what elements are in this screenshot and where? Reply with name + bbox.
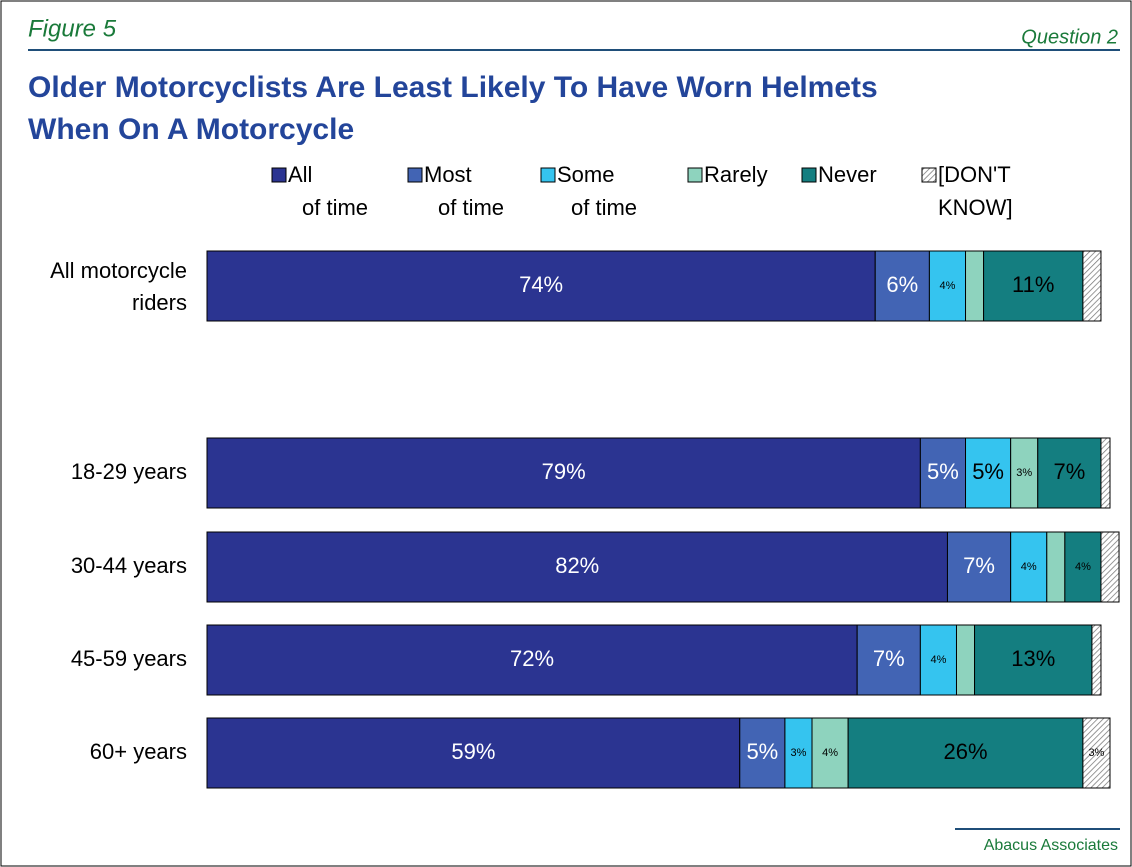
value-label: 72% [510, 646, 554, 671]
legend-label: [DON'T KNOW] [938, 162, 1013, 220]
value-label: 11% [1012, 272, 1054, 297]
bar-segment [1064, 531, 1102, 603]
bar-segment [206, 250, 876, 322]
value-label: 6% [886, 272, 918, 297]
bar-segment [1091, 624, 1102, 696]
bar-segment [965, 250, 985, 322]
value-label: 74% [519, 272, 563, 297]
bar-segment [983, 250, 1084, 322]
value-label: 3% [1016, 467, 1032, 479]
value-label: 4% [822, 747, 838, 759]
legend-swatch [921, 167, 937, 183]
legend-swatch [801, 167, 817, 183]
value-label: 5% [746, 739, 778, 764]
figure-label: Figure 5 [28, 15, 117, 42]
value-label: 5% [927, 459, 959, 484]
category-label: 60+ years [90, 739, 187, 764]
legend-label: Rarely [704, 162, 768, 187]
category-label: 30-44 years [71, 553, 187, 578]
value-label: 79% [542, 459, 586, 484]
value-label: 26% [943, 739, 987, 764]
bar-segment [919, 624, 957, 696]
bar-segment [206, 437, 921, 509]
bar-segment [946, 531, 1012, 603]
bar-segment [974, 624, 1093, 696]
value-label: 4% [1075, 561, 1091, 573]
value-label: 4% [930, 654, 946, 666]
legend-label: All of time [288, 162, 368, 220]
value-label: 7% [873, 646, 905, 671]
value-label: 7% [1053, 459, 1085, 484]
bar-segment [1010, 437, 1039, 509]
bar-segment [1010, 531, 1048, 603]
bar-segment [847, 717, 1084, 789]
category-label: 18-29 years [71, 459, 187, 484]
legend-swatch [271, 167, 287, 183]
bar-segment [1082, 717, 1111, 789]
legend-label: Never [818, 162, 877, 187]
chart-title: Older Motorcyclists Are Least Likely To … [28, 71, 878, 146]
value-label: 4% [1021, 561, 1037, 573]
value-label: 13% [1011, 646, 1055, 671]
value-label: 5% [972, 459, 1004, 484]
footer: Abacus Associates [984, 837, 1118, 854]
category-label: 45-59 years [71, 646, 187, 671]
legend-label: Some of time [557, 162, 637, 220]
bar-segment [955, 624, 976, 696]
value-label: 4% [940, 280, 956, 292]
value-label: 7% [963, 553, 995, 578]
bar-segment [784, 717, 813, 789]
bar-segment [928, 250, 967, 322]
value-label: 3% [791, 747, 807, 759]
value-label: 3% [1089, 747, 1105, 759]
bar-segment [919, 437, 967, 509]
bar-segment [739, 717, 786, 789]
category-label: All motorcycle riders [50, 258, 187, 315]
legend-label: Most of time [424, 162, 504, 220]
value-label: 82% [555, 553, 599, 578]
question-label: Question 2 [1021, 26, 1118, 48]
value-label: 59% [451, 739, 495, 764]
legend-swatch [407, 167, 423, 183]
legend-swatch [687, 167, 703, 183]
bar-segment [1100, 437, 1111, 509]
legend-swatch [540, 167, 556, 183]
bar-segment [1082, 250, 1102, 322]
bar-segment [965, 437, 1012, 509]
bar-segment [206, 717, 741, 789]
bar-segment [1046, 531, 1066, 603]
bar-segment [856, 624, 921, 696]
bar-segment [1037, 437, 1102, 509]
bar-segment [206, 624, 858, 696]
bar-segment [206, 531, 948, 603]
bar-segment [1100, 531, 1120, 603]
